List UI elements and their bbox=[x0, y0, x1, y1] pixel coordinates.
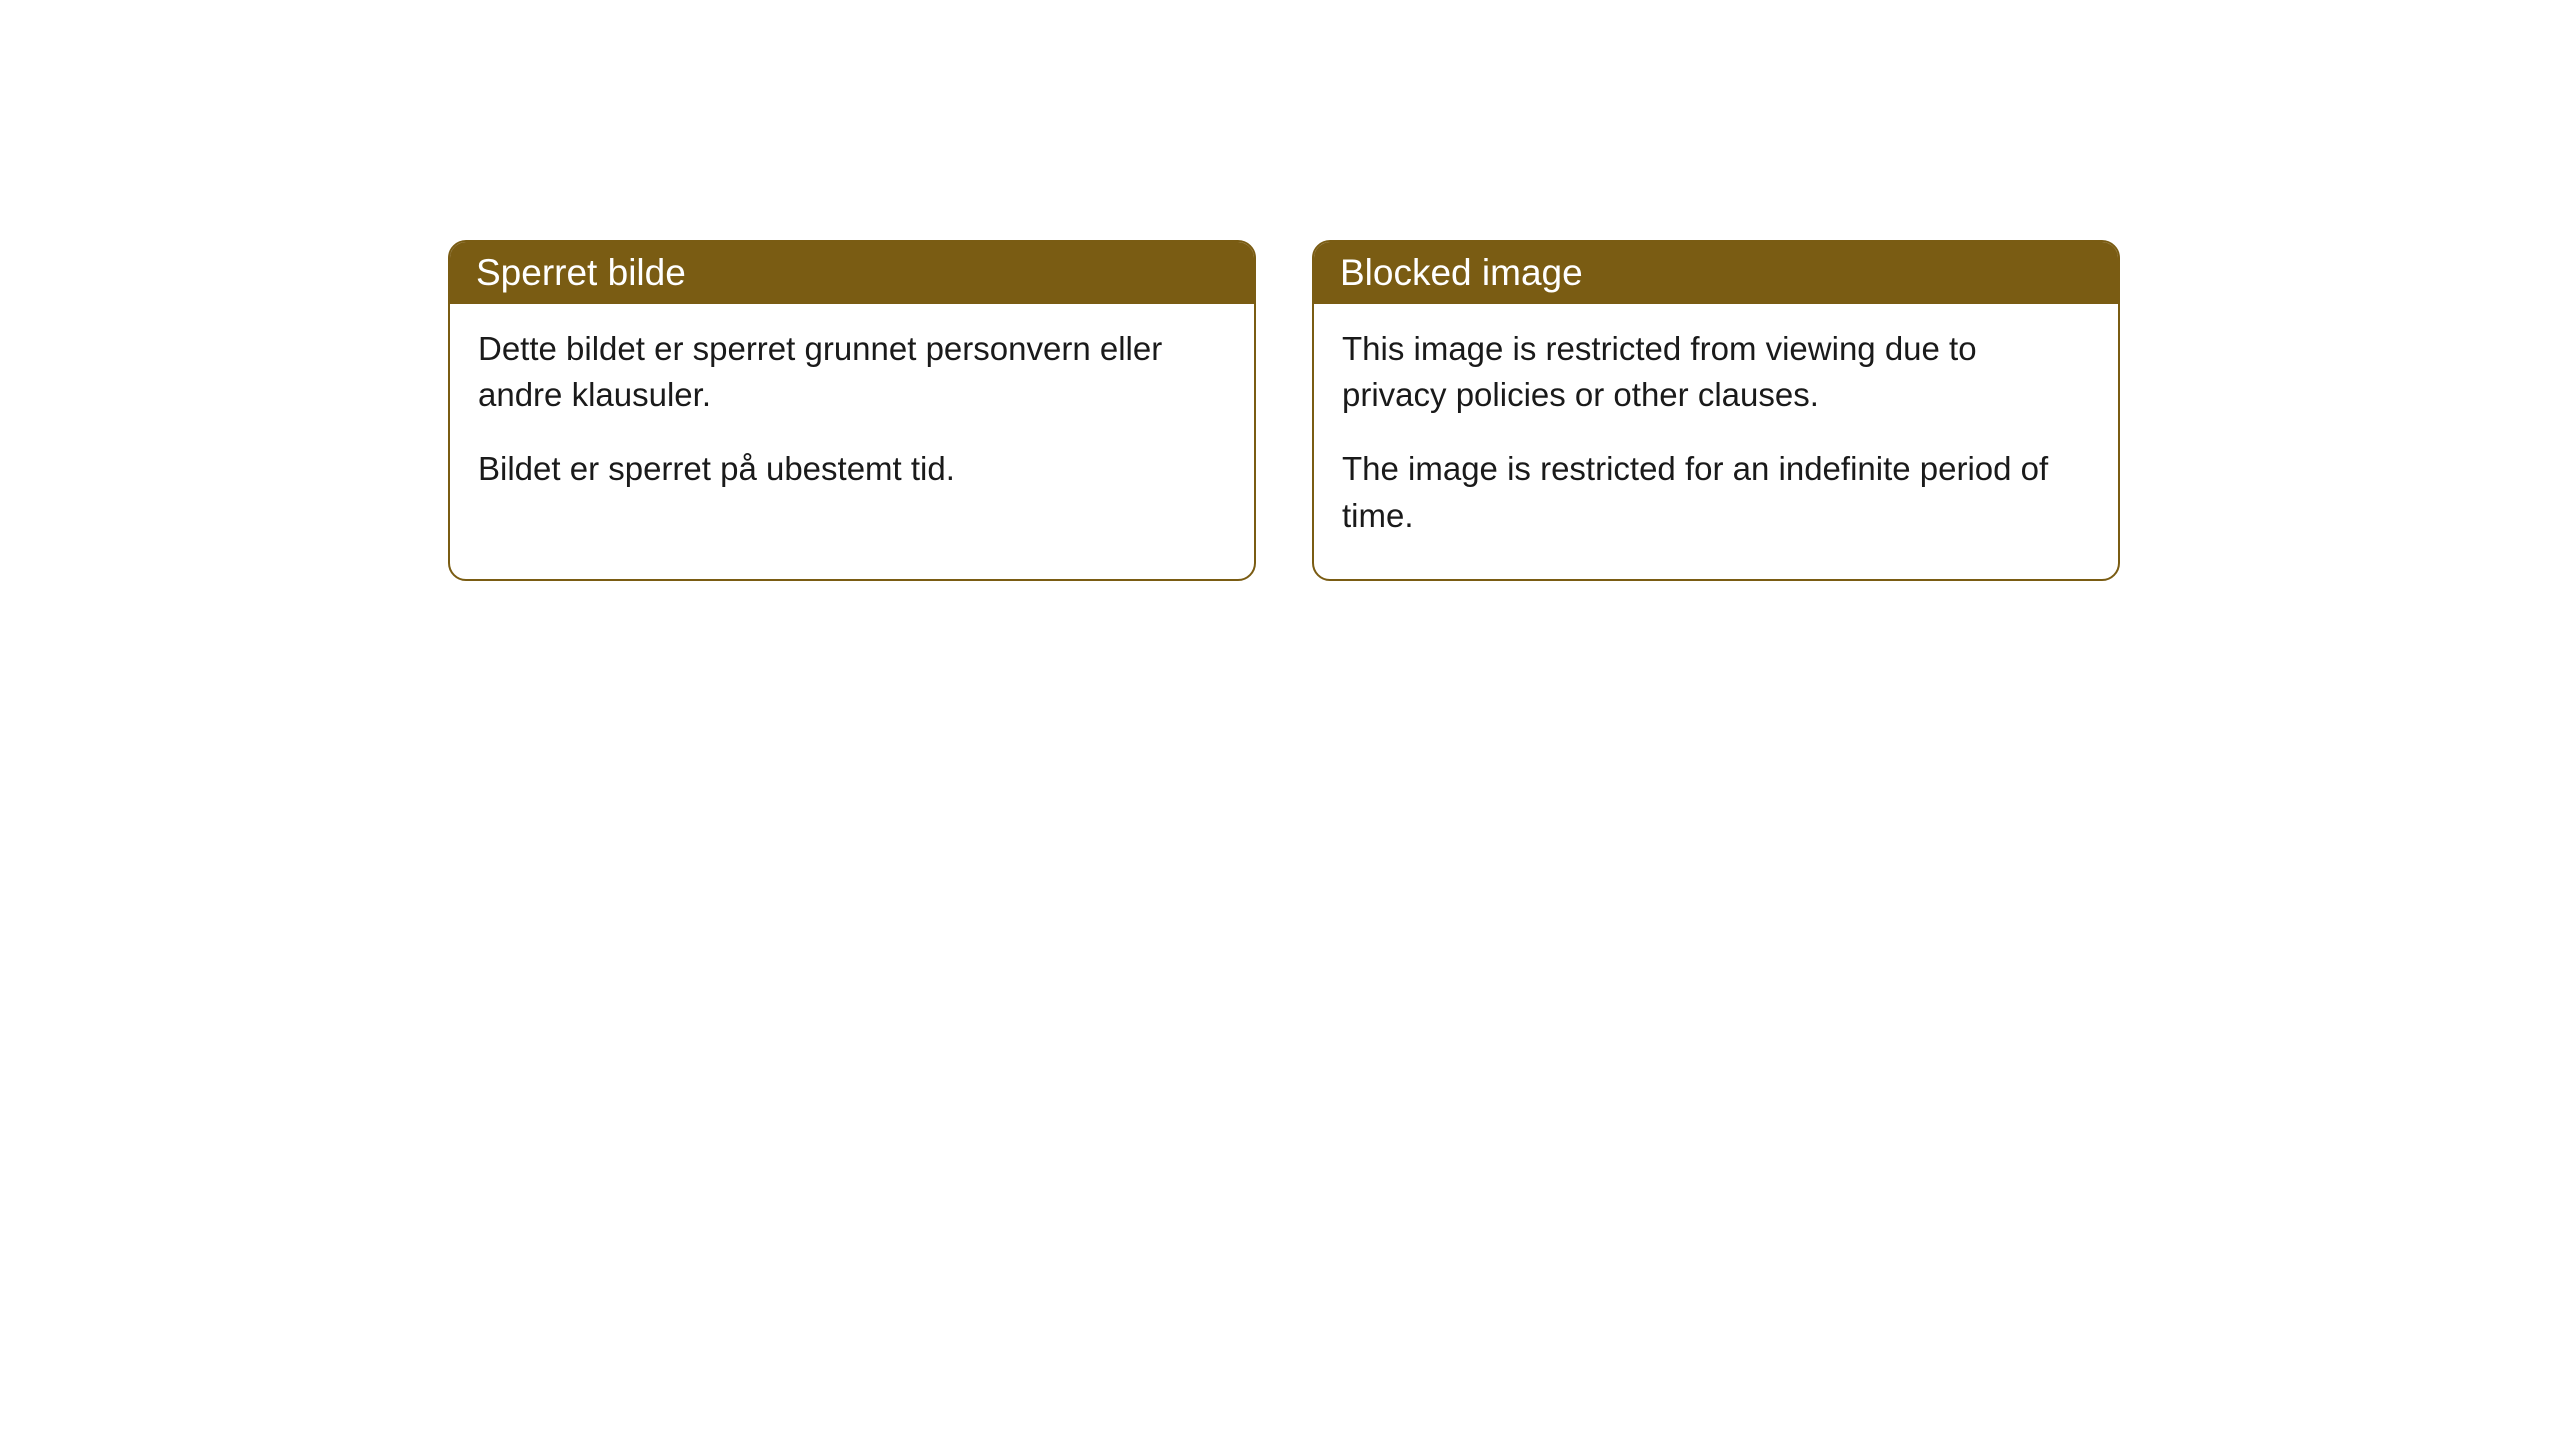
blocked-image-card-norwegian: Sperret bilde Dette bildet er sperret gr… bbox=[448, 240, 1256, 581]
card-body-norwegian: Dette bildet er sperret grunnet personve… bbox=[450, 304, 1254, 533]
card-paragraph: Bildet er sperret på ubestemt tid. bbox=[478, 446, 1226, 492]
card-paragraph: This image is restricted from viewing du… bbox=[1342, 326, 2090, 418]
card-paragraph: Dette bildet er sperret grunnet personve… bbox=[478, 326, 1226, 418]
blocked-image-card-english: Blocked image This image is restricted f… bbox=[1312, 240, 2120, 581]
cards-container: Sperret bilde Dette bildet er sperret gr… bbox=[448, 240, 2560, 581]
card-header-english: Blocked image bbox=[1314, 242, 2118, 304]
card-title: Blocked image bbox=[1340, 252, 1583, 293]
card-body-english: This image is restricted from viewing du… bbox=[1314, 304, 2118, 579]
card-title: Sperret bilde bbox=[476, 252, 686, 293]
card-header-norwegian: Sperret bilde bbox=[450, 242, 1254, 304]
card-paragraph: The image is restricted for an indefinit… bbox=[1342, 446, 2090, 538]
